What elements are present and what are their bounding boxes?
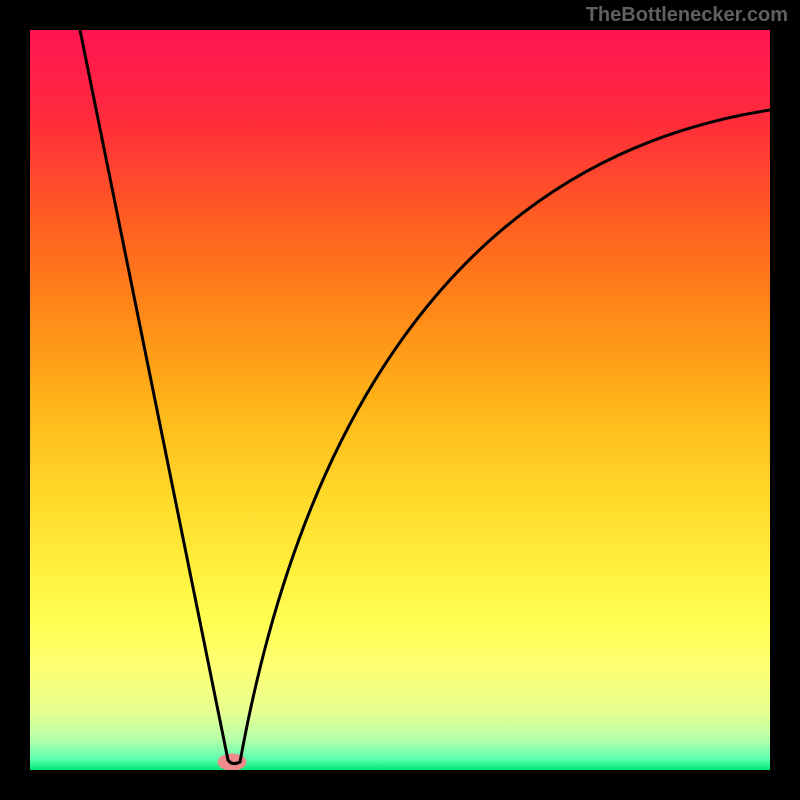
- bottleneck-chart: TheBottlenecker.com: [0, 0, 800, 800]
- watermark-text: TheBottlenecker.com: [586, 4, 788, 27]
- chart-svg: [0, 0, 800, 800]
- plot-background: [30, 30, 770, 770]
